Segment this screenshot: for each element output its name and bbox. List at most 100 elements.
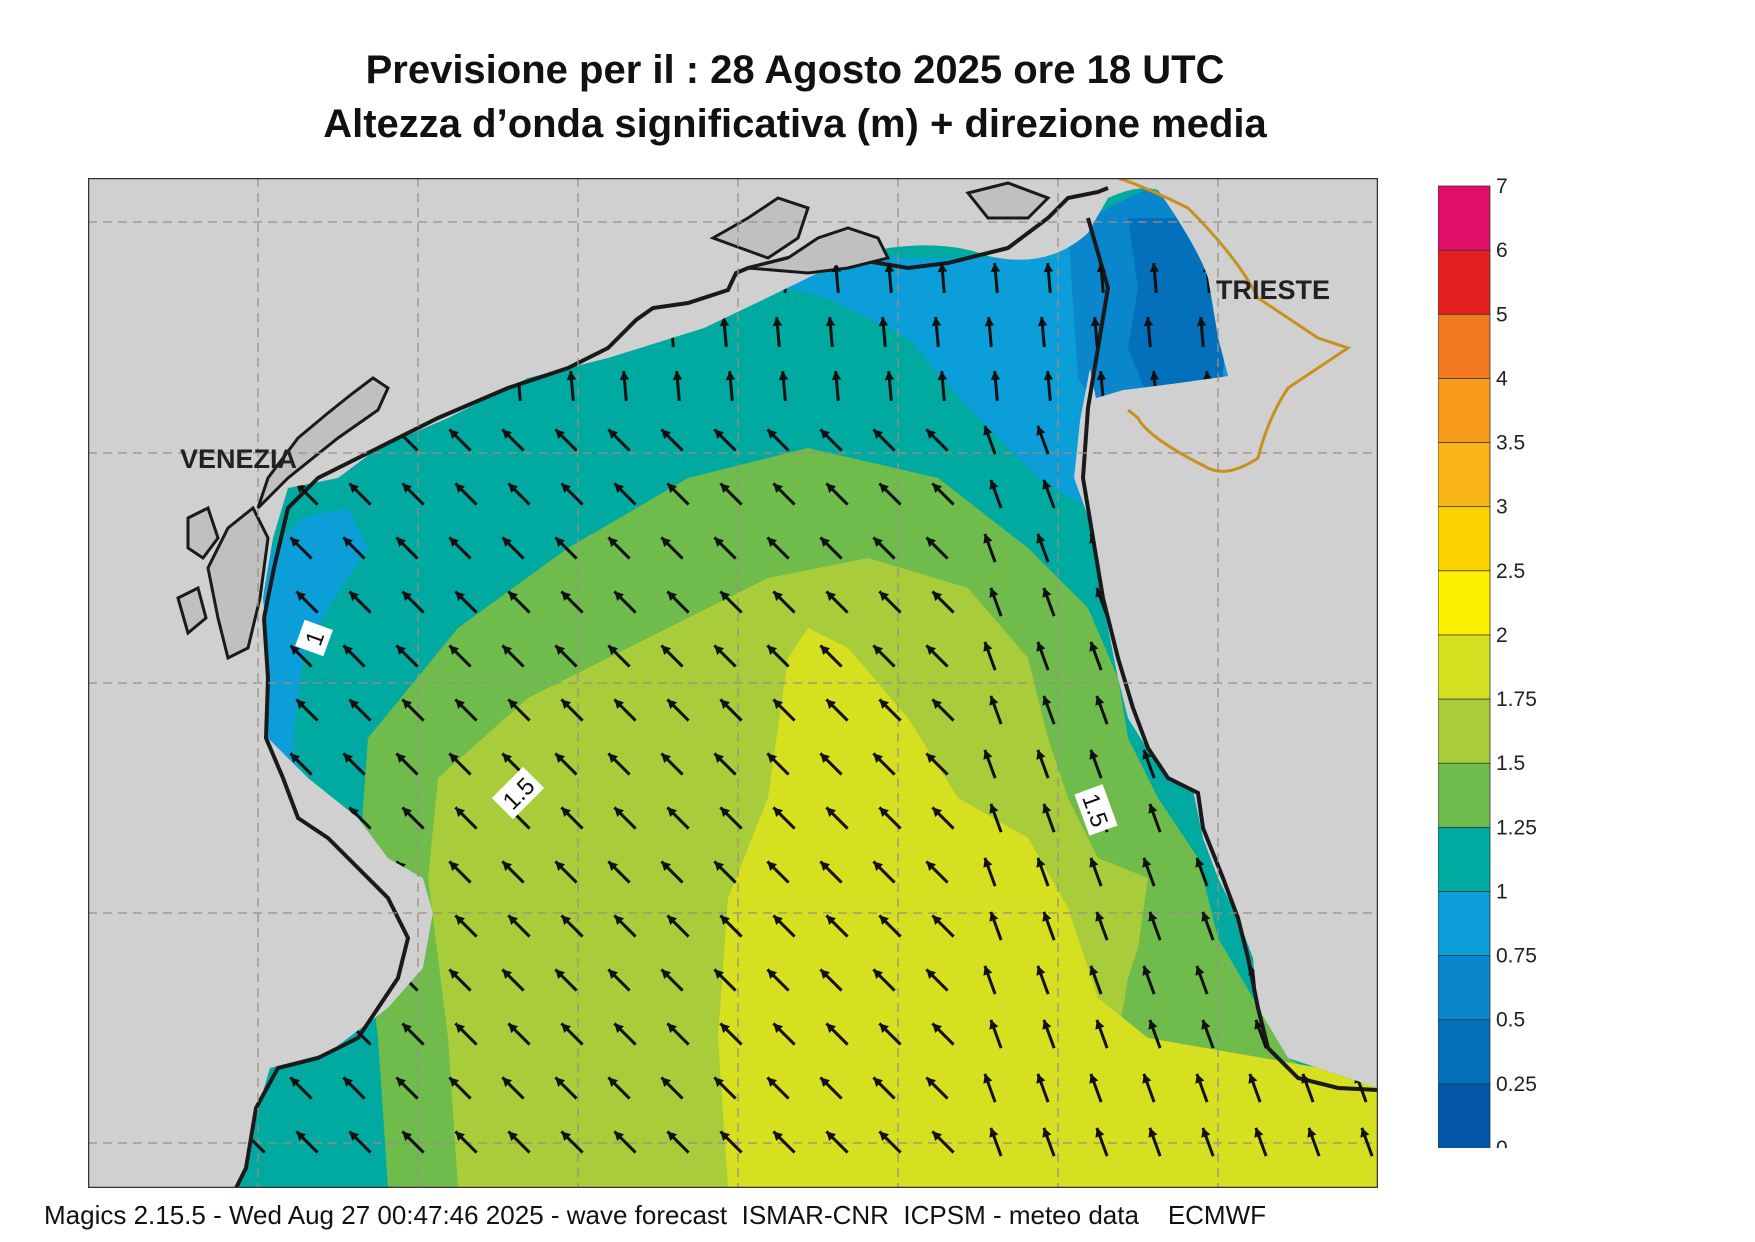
wave-arrow-head bbox=[873, 645, 883, 655]
wave-arrow-head bbox=[555, 969, 565, 979]
color-scale-tick-label: 2.5 bbox=[1496, 560, 1525, 583]
wave-arrow-head bbox=[402, 699, 412, 709]
wave-arrow-head bbox=[884, 371, 895, 381]
wave-arrow-head bbox=[820, 645, 830, 655]
wave-arrow-head bbox=[873, 753, 883, 763]
wave-arrow-head bbox=[932, 1023, 942, 1033]
color-scale-tick-label: 6 bbox=[1496, 239, 1508, 262]
wave-arrow-head bbox=[772, 317, 783, 327]
wave-arrow-head bbox=[820, 969, 830, 979]
wave-arrow-head bbox=[720, 1131, 730, 1141]
wave-arrow-head bbox=[555, 645, 565, 655]
wave-arrow-head bbox=[1202, 371, 1213, 381]
color-scale-band bbox=[1438, 313, 1491, 380]
color-scale-band bbox=[1438, 506, 1491, 572]
wave-arrow-head bbox=[608, 429, 618, 439]
wave-arrow-head bbox=[983, 749, 993, 760]
wave-arrow-head bbox=[502, 645, 512, 655]
wave-arrow-head bbox=[1195, 1073, 1205, 1084]
wave-arrow-head bbox=[983, 1073, 993, 1084]
wave-arrow-head bbox=[767, 645, 777, 655]
wave-arrow-head bbox=[1089, 965, 1099, 976]
color-scale-tick-label: 2 bbox=[1496, 624, 1508, 647]
wave-arrow-head bbox=[931, 317, 942, 327]
color-scale-band bbox=[1438, 634, 1491, 700]
wave-arrow-head bbox=[879, 699, 889, 709]
wave-arrow-head bbox=[1301, 1073, 1311, 1084]
wave-arrow-head bbox=[879, 1131, 889, 1141]
wave-arrow-head bbox=[502, 1077, 512, 1087]
wave-arrow-head bbox=[614, 807, 624, 817]
color-scale-tick-label: 0.75 bbox=[1496, 945, 1537, 968]
color-scale-ticks: 7 6 5 4 3.5 3 2.5 2 1.75 1.5 1.25 1 0.75 0.5 0.25 0 bbox=[1496, 178, 1537, 1148]
wave-arrow-head bbox=[773, 915, 783, 925]
wave-arrow-head bbox=[1143, 317, 1154, 327]
wave-arrow-head bbox=[767, 969, 777, 979]
wave-arrow-head bbox=[561, 807, 571, 817]
wave-arrow-head bbox=[614, 483, 624, 493]
wave-height-map: 1 1.5 1.5 VENEZIA TRIESTE bbox=[88, 178, 1378, 1188]
coastline bbox=[234, 186, 1378, 1188]
wave-arrow-head bbox=[773, 591, 783, 601]
wave-arrow-head bbox=[1201, 1019, 1211, 1030]
color-scale-tick-label: 3 bbox=[1496, 496, 1508, 519]
wave-arrow-head bbox=[1096, 263, 1107, 273]
color-scale-tick-label: 1.25 bbox=[1496, 816, 1537, 839]
wave-arrow-head bbox=[720, 591, 730, 601]
wave-arrow-head bbox=[1195, 857, 1205, 868]
wave-arrow-head bbox=[396, 1077, 406, 1087]
wave-arrow-head bbox=[926, 1077, 936, 1087]
wave-arrow-head bbox=[714, 429, 724, 439]
wave-arrow-head bbox=[1042, 803, 1052, 814]
wave-arrow-head bbox=[661, 1077, 671, 1087]
wave-arrow-head bbox=[879, 591, 889, 601]
wave-arrow-head bbox=[661, 537, 671, 547]
wave-arrow-head bbox=[831, 371, 842, 381]
wave-arrow-head bbox=[984, 317, 995, 327]
wave-arrow-head bbox=[661, 969, 671, 979]
color-scale-band bbox=[1438, 826, 1491, 893]
wave-arrow-head bbox=[661, 861, 671, 871]
color-scale-band bbox=[1438, 442, 1491, 508]
wave-arrow-head bbox=[1036, 641, 1046, 652]
wave-arrow-head bbox=[714, 753, 724, 763]
wave-arrow-head bbox=[608, 645, 618, 655]
wave-arrow-head bbox=[932, 915, 942, 925]
wave-arrow-head bbox=[884, 263, 895, 273]
wave-arrow-head bbox=[720, 807, 730, 817]
wave-arrow-head bbox=[926, 429, 936, 439]
wave-arrow-head bbox=[455, 699, 465, 709]
color-scale-band bbox=[1438, 955, 1491, 1021]
wave-arrow-head bbox=[561, 483, 571, 493]
wave-arrow-head bbox=[1095, 1127, 1105, 1138]
wave-arrow-head bbox=[1254, 1127, 1264, 1138]
wave-arrow-head bbox=[873, 537, 883, 547]
wave-arrow-head bbox=[719, 317, 730, 327]
contour-label-1: 1 bbox=[295, 619, 333, 657]
color-scale-band bbox=[1438, 377, 1491, 444]
wave-arrow-head bbox=[402, 807, 412, 817]
wave-arrow-head bbox=[396, 645, 406, 655]
wave-arrow-head bbox=[820, 861, 830, 871]
wave-arrow-head bbox=[402, 591, 412, 601]
wave-arrow-head bbox=[508, 1023, 518, 1033]
wave-arrow-head bbox=[449, 861, 459, 871]
wave-arrow-head bbox=[608, 753, 618, 763]
wave-arrow-head bbox=[983, 965, 993, 976]
wave-arrow-head bbox=[1201, 911, 1211, 922]
color-scale-tick-label: 0.25 bbox=[1496, 1073, 1537, 1096]
wave-arrow-head bbox=[449, 753, 459, 763]
wave-arrow-head bbox=[455, 807, 465, 817]
wave-arrow-head bbox=[1042, 479, 1052, 490]
wave-arrow-head bbox=[402, 1023, 412, 1033]
wave-arrow-head bbox=[349, 483, 359, 493]
wave-arrow-head bbox=[826, 1131, 836, 1141]
wave-arrow-head bbox=[725, 371, 736, 381]
wave-arrow-head bbox=[1036, 857, 1046, 868]
wave-arrow-head bbox=[566, 371, 577, 381]
wave-arrow-head bbox=[714, 645, 724, 655]
wave-arrow-head bbox=[608, 861, 618, 871]
wave-arrow-head bbox=[926, 969, 936, 979]
wave-arrow-head bbox=[773, 1023, 783, 1033]
wave-arrow-head bbox=[820, 429, 830, 439]
